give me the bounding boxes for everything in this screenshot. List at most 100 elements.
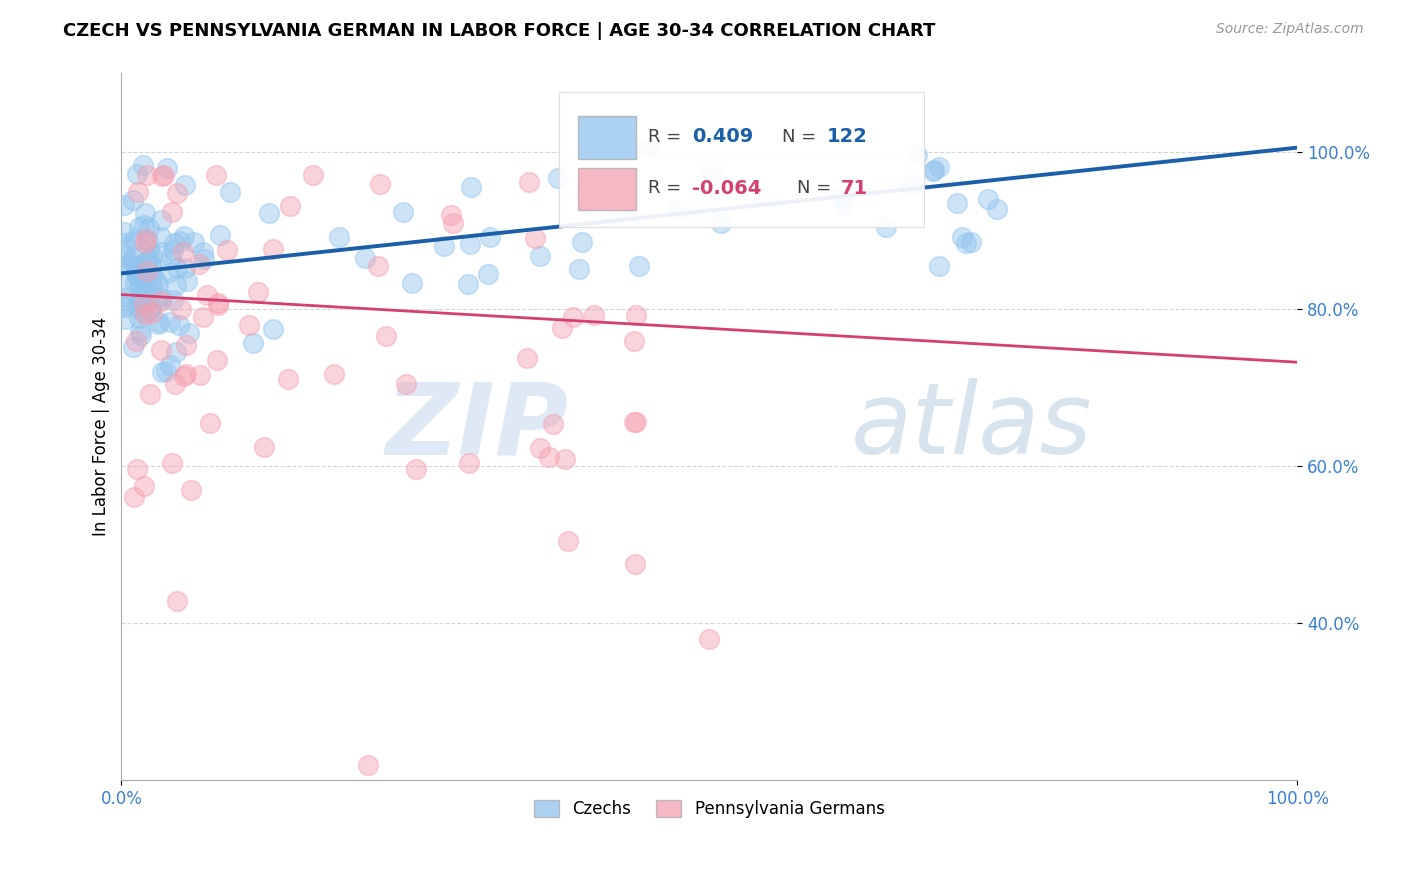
Point (155, 364, 177, 378)
Point (478, 229, 501, 244)
Point (354, 251, 377, 265)
Point (277, 372, 299, 386)
Point (150, 244, 173, 259)
Point (541, 417, 564, 432)
Point (955, 236, 977, 251)
Point (638, 140, 661, 154)
Point (157, 265, 180, 279)
Point (928, 260, 950, 274)
Point (121, 251, 143, 265)
Point (238, 318, 260, 332)
Point (125, 462, 148, 476)
Point (215, 243, 238, 257)
Point (262, 322, 284, 336)
Point (516, 351, 538, 365)
Point (207, 296, 229, 310)
Point (148, 289, 170, 303)
Point (150, 169, 173, 184)
Point (117, 258, 139, 272)
Point (401, 276, 423, 290)
Point (138, 242, 160, 256)
Point (128, 219, 150, 234)
Point (124, 231, 146, 245)
Point (118, 257, 141, 271)
Point (112, 247, 135, 261)
Point (180, 483, 202, 497)
Text: Source: ZipAtlas.com: Source: ZipAtlas.com (1216, 22, 1364, 37)
Point (141, 248, 163, 262)
Point (132, 158, 155, 172)
Point (134, 206, 156, 220)
Point (122, 235, 145, 249)
Point (129, 295, 152, 310)
Point (568, 261, 591, 276)
Point (139, 277, 162, 292)
Point (302, 168, 325, 182)
Point (262, 242, 284, 256)
Point (128, 277, 150, 292)
Point (112, 198, 135, 212)
Point (125, 264, 148, 278)
Point (156, 161, 179, 176)
Point (574, 187, 596, 202)
Point (551, 320, 574, 334)
Point (135, 254, 157, 268)
Point (138, 221, 160, 235)
Point (162, 204, 184, 219)
Point (624, 557, 647, 571)
FancyBboxPatch shape (558, 92, 925, 227)
Point (152, 168, 174, 182)
Point (922, 164, 945, 178)
Point (623, 415, 645, 429)
Point (134, 305, 156, 319)
Point (875, 220, 897, 235)
Point (150, 365, 173, 379)
Point (138, 387, 160, 401)
Point (457, 277, 479, 291)
Point (367, 259, 389, 273)
Point (173, 369, 195, 384)
Point (145, 272, 167, 286)
Point (131, 289, 153, 303)
Y-axis label: In Labor Force | Age 30-34: In Labor Force | Age 30-34 (93, 317, 110, 536)
Point (150, 343, 173, 358)
Point (122, 341, 145, 355)
Point (127, 185, 149, 199)
Point (148, 315, 170, 329)
Point (176, 274, 198, 288)
Point (148, 317, 170, 331)
Point (165, 377, 187, 392)
Point (112, 299, 135, 313)
Point (624, 415, 647, 429)
Point (149, 213, 172, 227)
Point (150, 293, 173, 307)
Point (124, 334, 146, 348)
Point (188, 256, 211, 270)
Point (440, 208, 463, 222)
Point (368, 177, 391, 191)
Point (121, 254, 143, 268)
Text: 71: 71 (841, 178, 868, 198)
Point (129, 303, 152, 318)
Text: N =: N = (782, 128, 823, 145)
Text: -0.064: -0.064 (692, 178, 761, 198)
Point (517, 175, 540, 189)
Point (174, 338, 197, 352)
Point (952, 230, 974, 244)
Point (928, 160, 950, 174)
Point (162, 293, 184, 307)
Point (132, 218, 155, 232)
Point (135, 264, 157, 278)
Point (561, 310, 583, 324)
Point (139, 260, 162, 275)
Text: N =: N = (797, 179, 838, 197)
Text: atlas: atlas (851, 378, 1092, 475)
Point (458, 456, 481, 470)
Point (170, 302, 193, 317)
Point (172, 245, 194, 260)
Point (162, 243, 184, 257)
Point (163, 236, 186, 251)
Point (395, 376, 418, 391)
Point (139, 258, 162, 272)
Point (135, 168, 157, 182)
